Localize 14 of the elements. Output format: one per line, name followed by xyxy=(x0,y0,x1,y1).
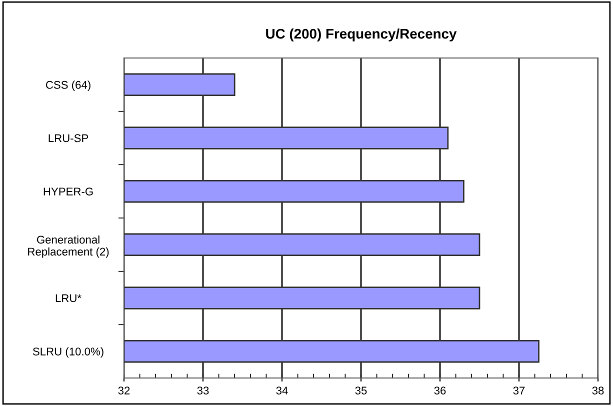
y-tick-label: LRU* xyxy=(56,294,82,302)
x-tick-label: 35 xyxy=(355,386,367,394)
x-tick-label: 32 xyxy=(118,386,130,394)
y-tick-label: SLRU (10.0%) xyxy=(32,347,104,358)
y-tick-label: Generational Replacement (2) xyxy=(28,235,109,258)
y-tick-label: HYPER-G xyxy=(44,188,93,196)
x-tick-label: 33 xyxy=(197,386,209,394)
y-tick-label: CSS (64) xyxy=(46,80,90,91)
x-tick-label: 34 xyxy=(276,386,288,394)
x-tick-label: 37 xyxy=(513,386,525,394)
x-tick-label: 36 xyxy=(434,386,446,394)
y-tick-label: LRU-SP xyxy=(48,134,88,142)
chart-title: UC (200) Frequency/Recency xyxy=(266,28,457,42)
x-tick-label: 38 xyxy=(592,386,604,394)
